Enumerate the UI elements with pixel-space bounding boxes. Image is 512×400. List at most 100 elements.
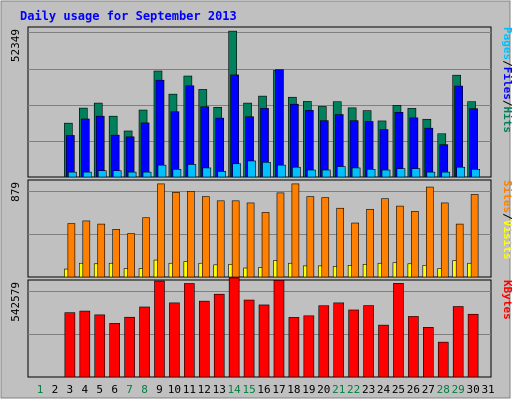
day-label-29: 29: [452, 383, 465, 396]
bar-pages-day-27: [426, 171, 436, 178]
day-label-5: 5: [96, 383, 103, 396]
bar-files-day-11: [185, 85, 195, 178]
day-label-8: 8: [141, 383, 148, 396]
day-label-28: 28: [437, 383, 450, 396]
bar-sites-day-21: [336, 207, 345, 278]
day-label-9: 9: [156, 383, 163, 396]
bar-kbytes-day-29: [452, 306, 464, 378]
bar-sites-day-4: [82, 220, 91, 278]
bar-pages-day-5: [97, 170, 107, 178]
day-label-19: 19: [302, 383, 315, 396]
y-max-label: 542579: [9, 282, 22, 322]
bar-files-day-26: [409, 117, 419, 178]
legend-item: /: [501, 100, 512, 107]
bar-files-day-5: [95, 115, 105, 178]
day-label-20: 20: [317, 383, 330, 396]
bar-files-day-9: [155, 79, 165, 178]
bar-sites-day-3: [67, 223, 76, 278]
bar-kbytes-day-13: [213, 293, 225, 378]
bar-sites-day-23: [366, 208, 374, 278]
bar-pages-day-18: [292, 166, 301, 178]
day-label-15: 15: [242, 383, 255, 396]
day-label-10: 10: [168, 383, 181, 396]
bar-sites-day-14: [231, 200, 240, 278]
bar-sites-day-24: [381, 198, 389, 278]
bar-kbytes-day-9: [154, 280, 165, 378]
bar-kbytes-day-6: [109, 323, 120, 378]
bar-pages-day-3: [68, 171, 77, 178]
bar-kbytes-day-16: [258, 304, 270, 378]
bar-kbytes-day-26: [408, 316, 419, 378]
bar-files-day-8: [140, 122, 150, 178]
day-label-25: 25: [392, 383, 405, 396]
bar-pages-day-19: [307, 169, 316, 178]
bar-pages-day-14: [232, 163, 241, 178]
day-label-2: 2: [52, 383, 59, 396]
bar-kbytes-day-10: [169, 302, 180, 378]
day-label-24: 24: [377, 383, 391, 396]
bar-pages-day-30: [471, 169, 480, 178]
day-label-16: 16: [257, 383, 270, 396]
day-label-6: 6: [111, 383, 118, 396]
bar-kbytes-day-7: [124, 316, 135, 378]
bar-pages-day-26: [411, 168, 421, 178]
bar-pages-day-17: [277, 164, 286, 178]
bar-pages-day-22: [351, 167, 361, 178]
legend-item: Files: [501, 67, 512, 100]
bar-sites-day-25: [396, 205, 404, 278]
bar-sites-day-26: [411, 211, 419, 278]
day-label-27: 27: [422, 383, 435, 396]
panel-bottom: 542579 KBytes: [9, 277, 512, 378]
bar-files-day-12: [200, 106, 210, 178]
day-label-18: 18: [287, 383, 300, 396]
bar-pages-day-23: [366, 169, 376, 178]
chart-panels: 52349Pages/Files/Hits879Sites/Visits5425…: [9, 26, 512, 378]
bar-sites-day-30: [470, 194, 479, 278]
y-max-label: 52349: [9, 29, 22, 62]
legend-item: /: [501, 60, 512, 67]
bar-files-day-30: [469, 108, 478, 178]
bar-kbytes-day-8: [139, 306, 150, 378]
bar-files-day-7: [125, 136, 135, 178]
chart-title: Daily usage for September 2013: [20, 9, 237, 23]
bar-kbytes-day-25: [393, 283, 404, 378]
day-label-21: 21: [332, 383, 345, 396]
day-label-17: 17: [272, 383, 285, 396]
bar-pages-day-6: [112, 170, 122, 178]
bar-pages-day-4: [83, 171, 92, 178]
legend-item: Sites: [501, 180, 512, 213]
bar-files-day-27: [424, 127, 434, 178]
legend-item: /: [501, 213, 512, 220]
bar-pages-day-12: [202, 167, 212, 178]
bar-sites-day-28: [440, 202, 449, 278]
bar-kbytes-day-20: [318, 305, 330, 378]
bar-kbytes-day-21: [333, 302, 345, 378]
bar-kbytes-day-30: [467, 313, 479, 378]
bar-pages-day-15: [247, 160, 256, 178]
bar-pages-day-29: [456, 166, 465, 178]
bar-sites-day-12: [201, 196, 210, 278]
day-label-11: 11: [183, 383, 196, 396]
bar-files-day-25: [394, 111, 404, 178]
bar-sites-day-11: [187, 191, 195, 278]
bar-sites-day-18: [291, 183, 300, 278]
bar-files-day-3: [66, 135, 75, 178]
bar-pages-day-24: [381, 169, 391, 178]
bar-files-day-14: [230, 74, 239, 178]
bar-pages-day-16: [262, 162, 271, 178]
day-label-30: 30: [467, 383, 480, 396]
bar-sites-day-15: [246, 202, 255, 278]
legend-item: Visits: [501, 220, 512, 260]
day-label-7: 7: [126, 383, 133, 396]
day-label-31: 31: [481, 383, 494, 396]
bar-kbytes-day-15: [243, 299, 255, 378]
bar-kbytes-day-11: [184, 283, 195, 378]
bar-kbytes-day-28: [437, 341, 449, 378]
day-label-12: 12: [198, 383, 211, 396]
bar-pages-day-8: [142, 171, 152, 178]
bar-sites-day-19: [306, 196, 315, 278]
legend-item: Hits: [501, 107, 512, 134]
bar-files-day-20: [319, 120, 329, 178]
